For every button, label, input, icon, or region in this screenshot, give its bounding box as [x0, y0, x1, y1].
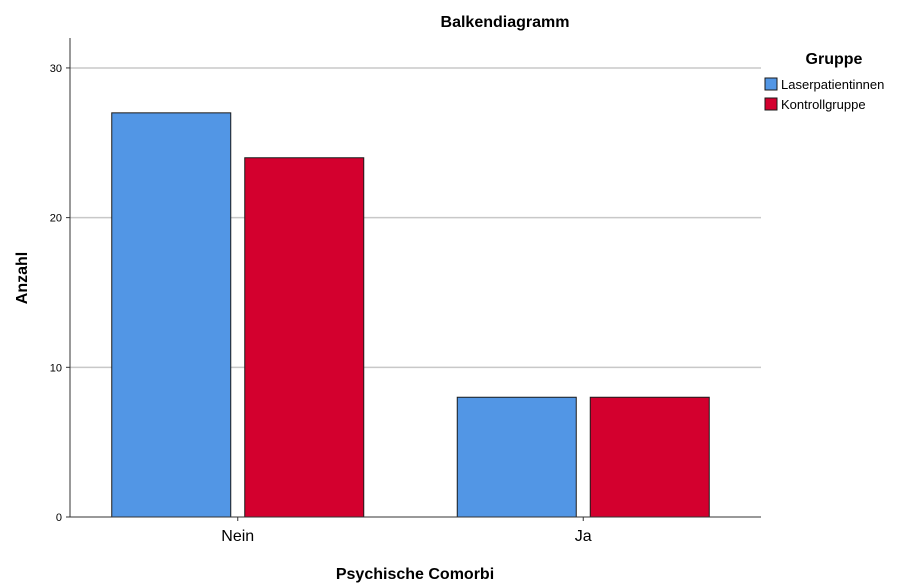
legend-label: Kontrollgruppe: [781, 97, 866, 112]
bar-laserpatientinnen-nein: [111, 112, 232, 518]
x-category-label: Ja: [575, 528, 592, 545]
x-category-label: Nein: [221, 528, 254, 545]
bar-kontrollgruppe-nein: [244, 157, 365, 518]
x-axis-title: Psychische Comorbi: [336, 566, 494, 583]
y-axis-title: Anzahl: [14, 252, 31, 304]
legend: Gruppe Laserpatientinnen Kontrollgruppe: [764, 51, 884, 112]
y-tick-label: 20: [50, 213, 62, 225]
legend-swatch: [764, 77, 778, 91]
y-ticks: 0 10 20 30: [50, 63, 70, 524]
bar-laserpatientinnen-ja: [456, 396, 577, 518]
y-tick-label: 0: [56, 512, 62, 524]
legend-swatch: [764, 97, 778, 111]
legend-label: Laserpatientinnen: [781, 77, 884, 92]
bar-kontrollgruppe-ja: [589, 396, 710, 518]
y-tick-label: 30: [50, 63, 62, 75]
legend-title: Gruppe: [806, 51, 863, 68]
chart-title: Balkendiagramm: [441, 14, 570, 31]
y-tick-label: 10: [50, 362, 62, 374]
x-categories: Nein Ja: [221, 517, 592, 545]
bars: [111, 112, 710, 518]
